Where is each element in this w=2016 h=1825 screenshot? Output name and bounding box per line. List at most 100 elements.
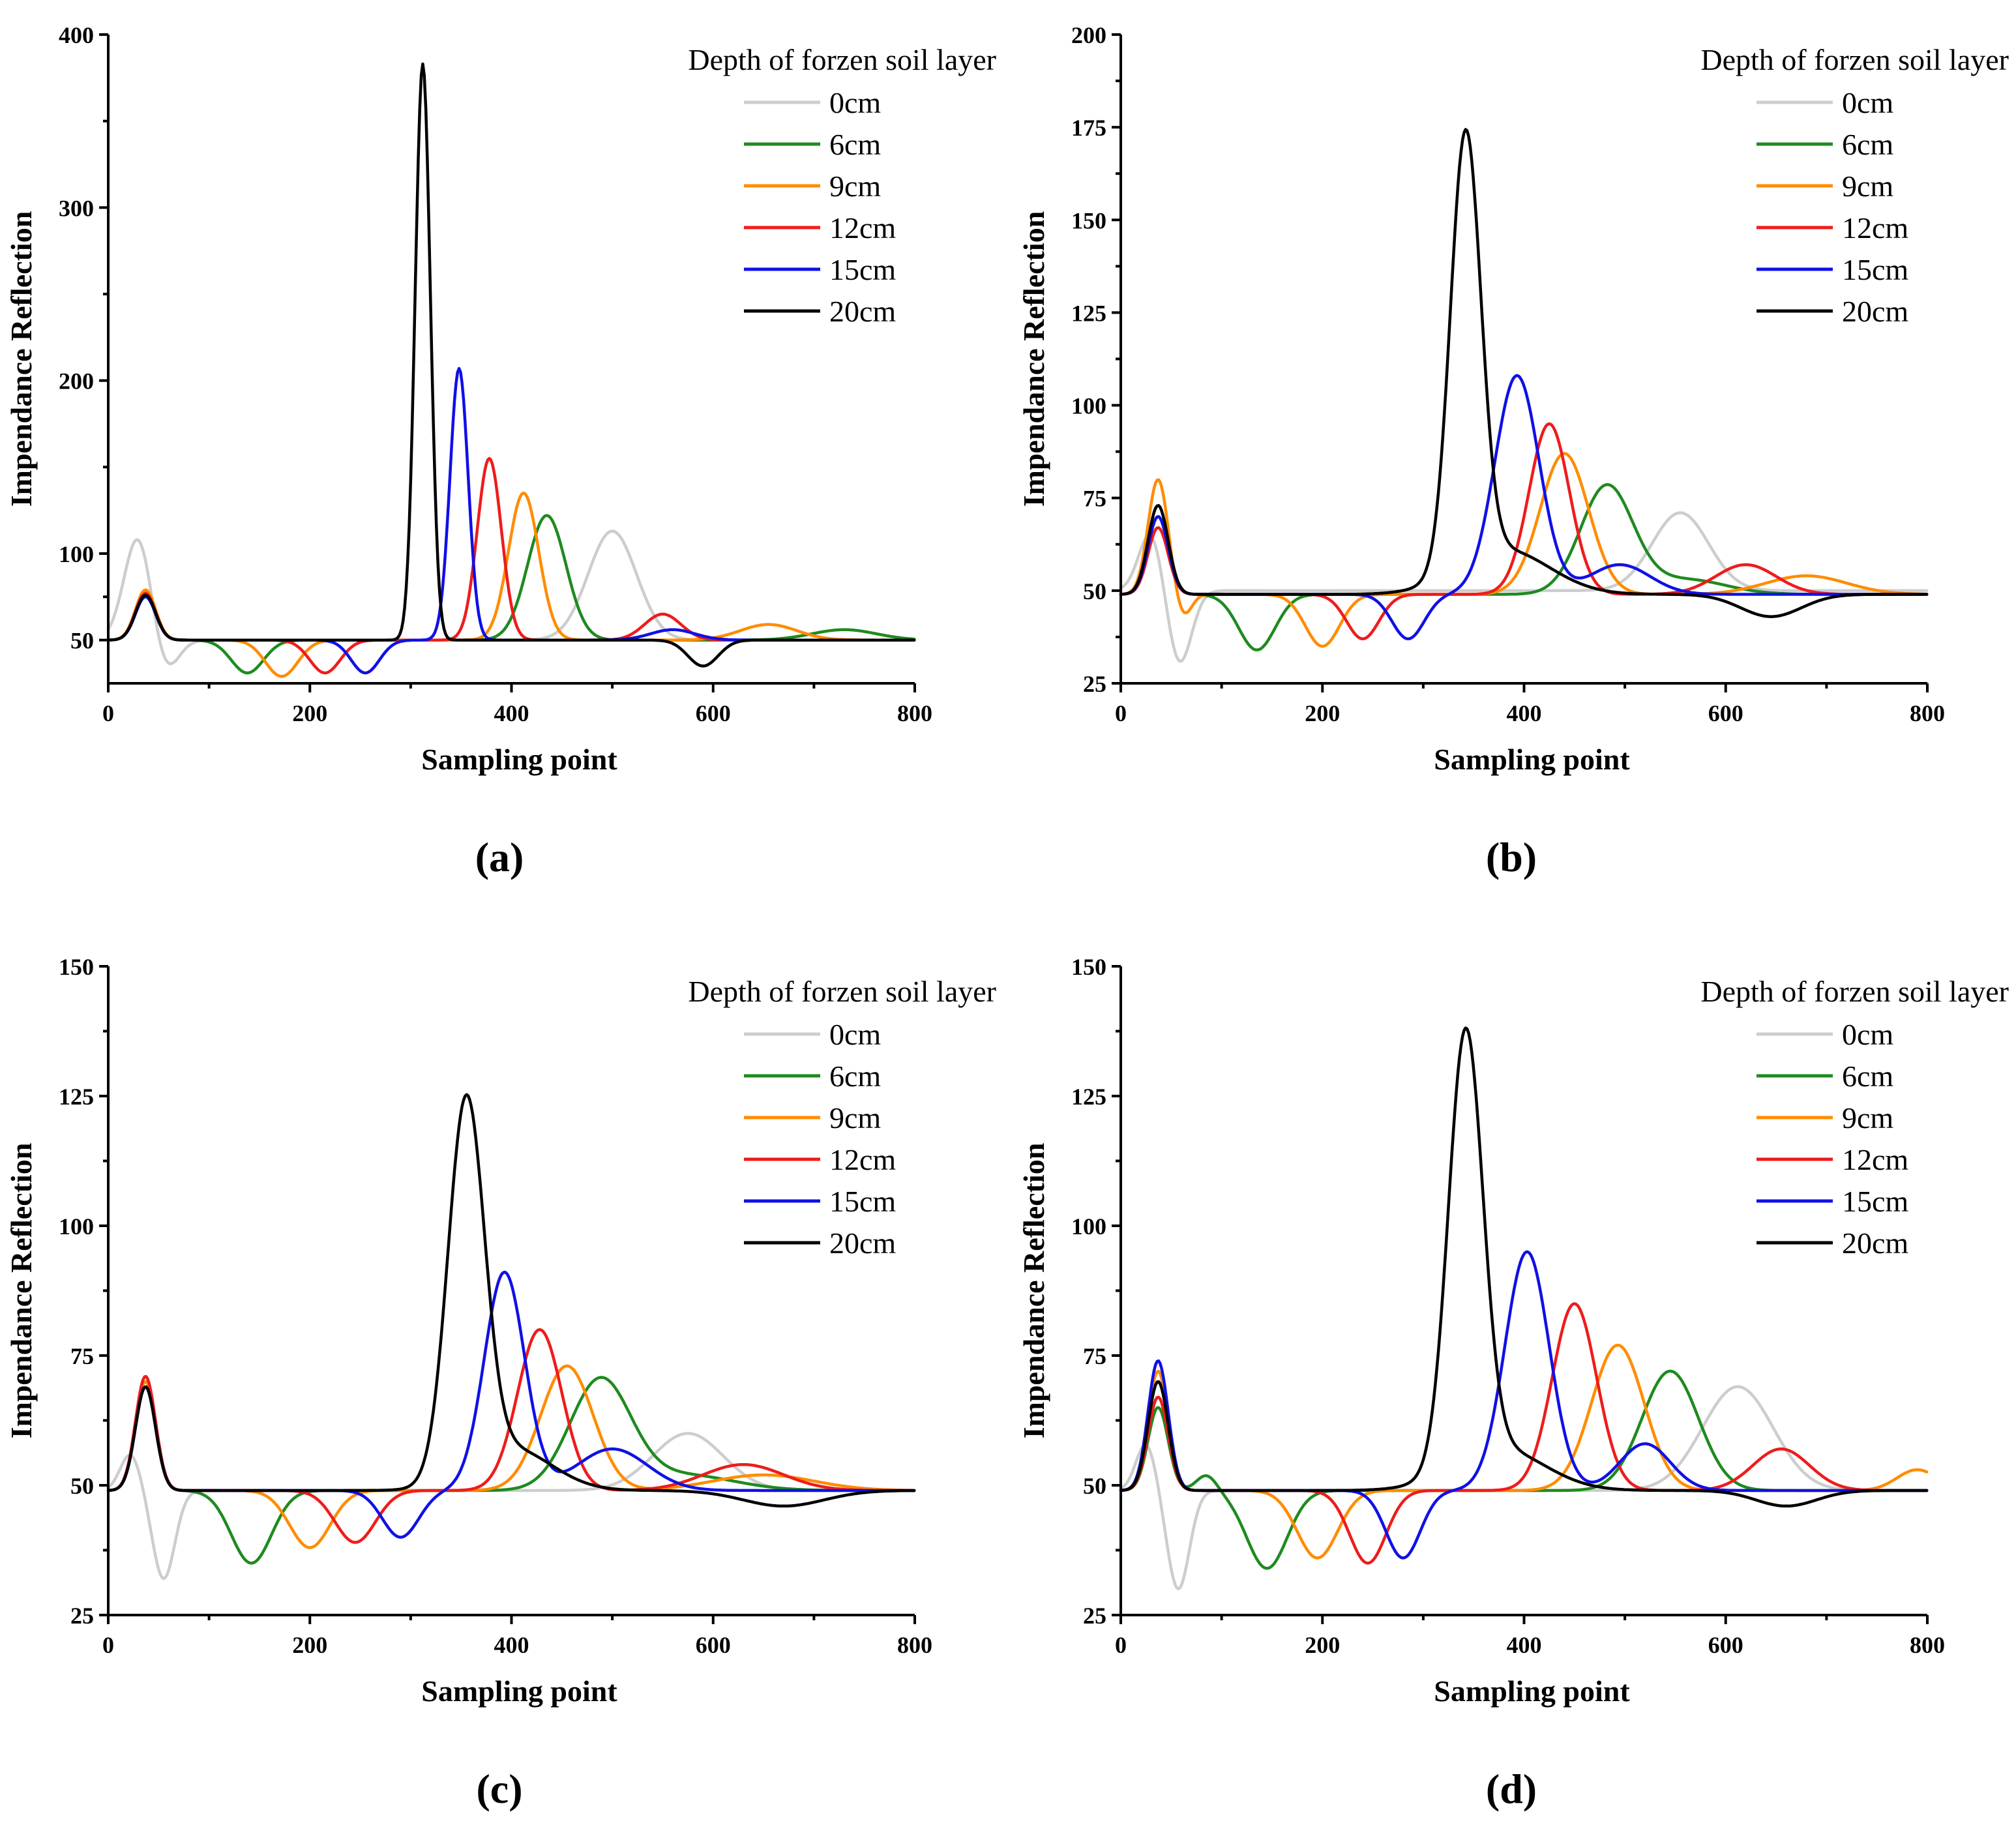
x-tick-label: 600	[1708, 1632, 1743, 1658]
x-axis-title: Sampling point	[421, 743, 617, 776]
legend-label-0cm: 0cm	[829, 1018, 881, 1051]
legend-label-20cm: 20cm	[829, 1226, 896, 1260]
series-group	[106, 1093, 916, 1580]
legend-label-12cm: 12cm	[1842, 1143, 1908, 1176]
x-tick-label: 600	[1708, 700, 1743, 726]
series-line-9cm	[106, 492, 916, 678]
series-group	[1119, 1026, 1929, 1591]
y-tick-label: 100	[1071, 1213, 1106, 1239]
legend-label-20cm: 20cm	[1842, 1226, 1908, 1260]
y-tick-label: 200	[59, 368, 94, 394]
panel-a: 0 200 400 600 800 50 100 200 300 400 Sampling poin…	[5, 22, 996, 880]
y-tick-label: 125	[1071, 1084, 1106, 1110]
legend: Depth of forzen soil layer 0cm 6cm 9cm 12cm 1…	[688, 43, 996, 328]
y-tick-label: 400	[59, 22, 94, 48]
panel-b: 0 200 400 600 800 25 50 75 100 125 150 175 200 Sampli…	[1017, 22, 2009, 880]
legend-label-20cm: 20cm	[829, 295, 896, 328]
series-line-15cm	[106, 1270, 916, 1539]
y-tick-label: 100	[59, 541, 94, 567]
legend-label-15cm: 15cm	[1842, 253, 1908, 286]
legend-label-12cm: 12cm	[829, 1143, 896, 1176]
x-tick-label: 600	[696, 1632, 731, 1658]
legend-label-9cm: 9cm	[829, 1101, 881, 1135]
x-tick-label: 800	[897, 700, 932, 726]
y-tick-label: 150	[59, 954, 94, 980]
series-line-6cm	[1119, 1369, 1929, 1570]
y-tick-label: 75	[1083, 1343, 1106, 1369]
x-axis-title: Sampling point	[421, 1674, 617, 1708]
legend-label-15cm: 15cm	[829, 253, 896, 286]
panel-label: (b)	[1486, 834, 1537, 880]
x-axis-title: Sampling point	[1434, 743, 1630, 776]
legend-label-0cm: 0cm	[829, 86, 881, 119]
x-tick-label: 400	[494, 1632, 529, 1658]
series-line-9cm	[106, 1364, 916, 1549]
y-tick-label: 175	[1071, 115, 1106, 141]
legend: Depth of forzen soil layer 0cm 6cm 9cm 12cm 1…	[688, 975, 996, 1260]
legend-title: Depth of forzen soil layer	[1700, 43, 2009, 76]
series-line-6cm	[106, 1376, 916, 1565]
y-tick-label: 100	[1071, 393, 1106, 419]
legend-label-9cm: 9cm	[1842, 1101, 1893, 1135]
series-line-20cm	[106, 1093, 916, 1508]
y-tick-label: 75	[70, 1343, 94, 1369]
x-tick-label: 800	[897, 1632, 932, 1658]
x-tick-label: 200	[1305, 1632, 1340, 1658]
x-axis-title: Sampling point	[1434, 1674, 1630, 1708]
series-line-15cm	[1119, 1250, 1929, 1560]
legend-label-9cm: 9cm	[1842, 170, 1893, 203]
series-line-15cm	[1119, 374, 1929, 641]
series-line-9cm	[1119, 452, 1929, 648]
legend-label-0cm: 0cm	[1842, 86, 1893, 119]
series-line-0cm	[1119, 1385, 1929, 1591]
series-line-12cm	[106, 1328, 916, 1544]
y-tick-label: 25	[1083, 671, 1106, 697]
x-tick-label: 600	[696, 700, 731, 726]
legend-label-9cm: 9cm	[829, 170, 881, 203]
legend-label-6cm: 6cm	[1842, 128, 1893, 161]
y-tick-label: 50	[70, 628, 94, 654]
series-line-20cm	[106, 62, 916, 668]
legend-label-20cm: 20cm	[1842, 295, 1908, 328]
x-tick-label: 200	[292, 1632, 327, 1658]
panel-d: 0 200 400 600 800 25 50 75 100 125 150 Sampling poi…	[1017, 954, 2009, 1812]
series-line-20cm	[1119, 1026, 1929, 1508]
y-tick-label: 50	[1083, 1473, 1106, 1499]
legend-title: Depth of forzen soil layer	[688, 43, 996, 76]
x-tick-label: 800	[1910, 1632, 1945, 1658]
legend-title: Depth of forzen soil layer	[688, 975, 996, 1008]
y-tick-label: 150	[1071, 954, 1106, 980]
x-tick-label: 0	[1115, 1632, 1127, 1658]
series-group	[1119, 128, 1929, 663]
x-tick-label: 400	[494, 700, 529, 726]
panel-label: (d)	[1486, 1766, 1537, 1812]
x-tick-label: 200	[292, 700, 327, 726]
y-tick-label: 125	[1071, 300, 1106, 326]
y-tick-label: 100	[59, 1213, 94, 1239]
x-tick-label: 200	[1305, 700, 1340, 726]
x-tick-label: 0	[102, 1632, 114, 1658]
legend-label-15cm: 15cm	[1842, 1185, 1908, 1218]
panel-c: 0 200 400 600 800 25 50 75 100 125 150 Sampling poi…	[5, 954, 996, 1812]
y-axis-title: Impendance Reflection	[1017, 211, 1050, 507]
legend-label-12cm: 12cm	[829, 211, 896, 245]
y-tick-label: 50	[70, 1473, 94, 1499]
legend-title: Depth of forzen soil layer	[1700, 975, 2009, 1008]
y-axis-title: Impendance Reflection	[1017, 1143, 1050, 1439]
x-tick-label: 800	[1910, 700, 1945, 726]
series-group	[106, 62, 916, 678]
x-tick-label: 0	[102, 700, 114, 726]
legend-label-6cm: 6cm	[829, 1060, 881, 1093]
x-tick-label: 400	[1507, 700, 1542, 726]
y-tick-label: 125	[59, 1084, 94, 1110]
series-line-20cm	[1119, 128, 1929, 618]
x-tick-label: 400	[1507, 1632, 1542, 1658]
legend-label-12cm: 12cm	[1842, 211, 1908, 245]
series-line-0cm	[1119, 511, 1929, 663]
legend-label-6cm: 6cm	[829, 128, 881, 161]
legend-label-15cm: 15cm	[829, 1185, 896, 1218]
y-tick-label: 25	[70, 1603, 94, 1629]
series-line-15cm	[106, 366, 916, 675]
legend: Depth of forzen soil layer 0cm 6cm 9cm 12cm 1…	[1700, 975, 2009, 1260]
